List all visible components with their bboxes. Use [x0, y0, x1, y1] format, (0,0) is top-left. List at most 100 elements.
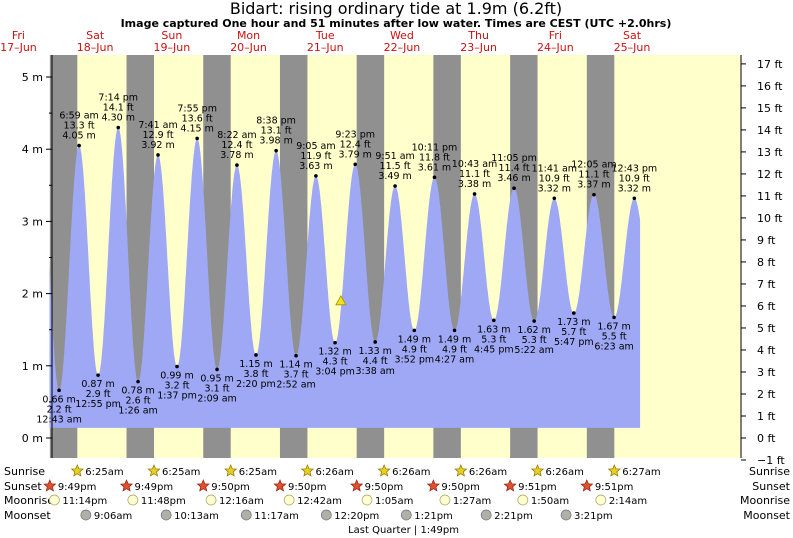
sunrise-icon: [454, 464, 468, 477]
sunset-icon: [426, 479, 440, 492]
tide-m-label: 1.49 m: [398, 334, 431, 345]
right-tick-label: 3 ft: [757, 366, 776, 379]
tide-m-label: 3.38 m: [458, 179, 491, 190]
sunrise-time: 6:27am: [622, 467, 660, 478]
tide-time-label: 3:38 am: [355, 366, 394, 377]
tide-time-label: 8:22 am: [217, 130, 256, 141]
moonrise-time: 1:27am: [453, 496, 491, 507]
right-tick-label: 15 ft: [757, 102, 783, 115]
tide-m-label: 3.61 m: [418, 162, 451, 173]
tide-time-label: 1:37 pm: [157, 391, 197, 402]
tide-m-label: 0.66 m: [42, 394, 75, 405]
tide-time-label: 12:05 am: [571, 160, 616, 171]
tide-time-label: 12:43 am: [36, 414, 81, 425]
sunrise-time: 6:25am: [239, 467, 277, 478]
tide-ft-label: 14.1 ft: [103, 103, 134, 114]
high-tide-point: [156, 153, 160, 157]
right-tick-label: 17 ft: [757, 58, 783, 71]
astro-row-label-left: Moonset: [4, 509, 51, 522]
tide-m-label: 1.62 m: [517, 325, 550, 336]
low-tide-point: [57, 388, 61, 393]
tide-time-label: 12:43 pm: [612, 163, 658, 174]
tide-m-label: 3.32 m: [618, 183, 651, 194]
tide-time-label: 8:38 pm: [256, 116, 296, 127]
tide-ft-label: 11.9 ft: [300, 151, 331, 162]
tide-time-label: 2:20 pm: [236, 379, 276, 390]
tide-ft-label: 10.9 ft: [539, 173, 570, 184]
day-date: 25–Jun: [614, 41, 651, 54]
sunset-time: 9:50pm: [441, 482, 480, 493]
tide-ft-label: 3.1 ft: [205, 383, 230, 394]
moonset-time: 11:17am: [254, 511, 299, 522]
moonset-time: 10:13am: [174, 511, 219, 522]
tide-m-label: 1.63 m: [477, 324, 510, 335]
tide-ft-label: 5.3 ft: [522, 335, 547, 346]
high-tide-point: [353, 162, 358, 167]
day-date: 19–Jun: [154, 41, 191, 54]
moonrise-icon: [595, 494, 607, 506]
tide-time-label: 5:22 am: [514, 345, 553, 356]
moonset-icon: [160, 509, 172, 521]
tide-ft-label: 4.9 ft: [442, 344, 467, 355]
day-date: 18–Jun: [77, 41, 114, 54]
tide-time-label: 2:09 am: [197, 393, 236, 404]
right-tick-label: 14 ft: [757, 124, 783, 137]
tide-m-label: 0.87 m: [81, 379, 114, 390]
tide-m-label: 4.05 m: [62, 131, 95, 142]
day-name: Sun: [161, 29, 182, 42]
right-tick-label: 11 ft: [757, 190, 783, 203]
moonset-time: 12:20pm: [334, 511, 379, 522]
high-tide-point: [472, 192, 477, 196]
tide-time-label: 7:41 am: [138, 120, 177, 131]
moonset-time: 9:06am: [94, 511, 132, 522]
tide-time-label: 11:41 am: [532, 163, 577, 174]
sunset-icon: [350, 479, 364, 492]
left-tick-label: 3 m: [22, 215, 43, 228]
moonrise-time: 2:14am: [609, 496, 647, 507]
low-tide-point: [215, 367, 219, 372]
tide-ft-label: 5.7 ft: [561, 327, 586, 338]
right-tick-label: 7 ft: [757, 278, 776, 291]
low-tide-point: [294, 353, 298, 358]
tide-time-label: 9:23 pm: [335, 129, 375, 140]
moonrise-icon: [283, 494, 295, 506]
tide-time-label: 10:43 am: [452, 159, 497, 170]
tide-m-label: 0.99 m: [160, 371, 193, 382]
moonset-time: 2:21pm: [494, 511, 533, 522]
tide-m-label: 0.95 m: [200, 373, 233, 384]
sunrise-icon: [147, 464, 161, 477]
high-tide-point: [274, 148, 278, 153]
moonrise-time: 1:05am: [375, 496, 413, 507]
moonset-time: 3:21pm: [574, 511, 613, 522]
left-tick-label: 5 m: [22, 71, 43, 84]
day-name: Wed: [390, 29, 414, 42]
sunrise-time: 6:26am: [469, 467, 507, 478]
tide-ft-label: 5.3 ft: [481, 334, 506, 345]
low-tide-point: [572, 311, 576, 315]
high-tide-point: [632, 196, 637, 201]
moonrise-icon: [439, 494, 451, 506]
day-headers: Fri17–JunSat18–JunSun19–JunMon20–JunTue2…: [0, 29, 650, 54]
tide-m-label: 3.49 m: [378, 171, 411, 182]
right-tick-label: 9 ft: [757, 234, 776, 247]
tide-m-label: 1.15 m: [239, 359, 272, 370]
sunrise-icon: [224, 464, 238, 477]
tide-ft-label: 11.4 ft: [499, 163, 530, 174]
tide-ft-label: 3.2 ft: [165, 381, 190, 392]
low-tide-point: [96, 373, 100, 377]
tide-m-label: 0.78 m: [121, 386, 154, 397]
tide-ft-label: 3.7 ft: [284, 370, 309, 381]
tide-time-label: 6:23 am: [594, 341, 633, 352]
tide-time-label: 3:04 pm: [315, 367, 355, 378]
moonset-icon: [240, 509, 252, 521]
sunrise-icon: [300, 464, 314, 477]
day-date: 21–Jun: [307, 41, 344, 54]
moonrise-time: 11:48pm: [141, 496, 186, 507]
tide-area: [49, 127, 641, 428]
tide-ft-label: 12.4 ft: [221, 140, 252, 151]
tide-time-label: 9:05 am: [296, 141, 335, 152]
sunset-icon: [273, 479, 287, 492]
sunrise-time: 6:26am: [546, 467, 584, 478]
